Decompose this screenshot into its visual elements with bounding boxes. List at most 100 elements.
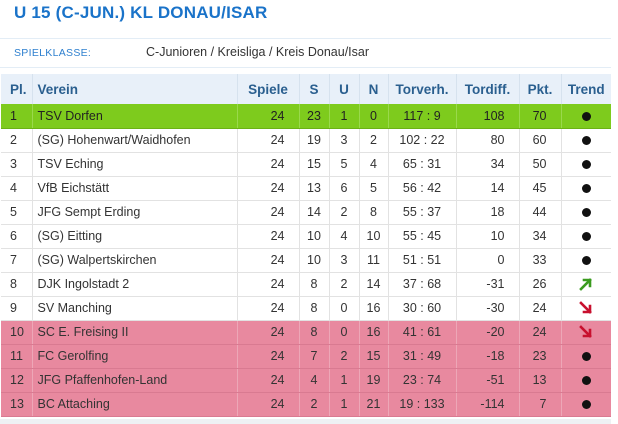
cell-tordiff: 10 — [456, 224, 520, 249]
table-row[interactable]: 4 VfB Eichstätt 24 13 6 5 56 : 42 14 45 — [1, 176, 611, 201]
header-pl[interactable]: Pl. — [1, 74, 33, 104]
cell-n: 0 — [359, 104, 389, 129]
trend-steady-icon — [581, 160, 591, 170]
cell-u: 1 — [329, 368, 360, 393]
cell-verein[interactable]: (SG) Eitting — [32, 224, 238, 249]
header-n[interactable]: N — [359, 74, 389, 104]
cell-torverh: 55 : 37 — [388, 200, 457, 225]
cell-n: 16 — [359, 320, 389, 345]
cell-tordiff: -114 — [456, 392, 520, 417]
cell-tordiff: -30 — [456, 296, 520, 321]
cell-pl: 1 — [1, 104, 33, 129]
cell-u: 3 — [329, 248, 360, 273]
cell-s: 23 — [299, 104, 330, 129]
table-row[interactable]: 7 (SG) Walpertskirchen 24 10 3 11 51 : 51 0 33 — [1, 248, 611, 273]
table-row[interactable]: 6 (SG) Eitting 24 10 4 10 55 : 45 10 34 — [1, 224, 611, 249]
cell-pkt: 70 — [519, 104, 562, 129]
cell-s: 13 — [299, 176, 330, 201]
trend-steady-icon — [581, 136, 591, 146]
cell-u: 0 — [329, 320, 360, 345]
cell-spiele: 24 — [237, 392, 300, 417]
cell-verein[interactable]: SV Manching — [32, 296, 238, 321]
cell-verein[interactable]: FC Gerolfing — [32, 344, 238, 369]
cell-torverh: 41 : 61 — [388, 320, 457, 345]
header-s[interactable]: S — [299, 74, 330, 104]
cell-s: 8 — [299, 272, 330, 297]
trend-down-icon — [579, 325, 593, 339]
cell-verein[interactable]: TSV Eching — [32, 152, 238, 177]
cell-trend — [561, 272, 611, 297]
header-spiele[interactable]: Spiele — [237, 74, 300, 104]
cell-s: 10 — [299, 248, 330, 273]
league-value: C-Junioren / Kreisliga / Kreis Donau/Isa… — [146, 45, 370, 59]
cell-n: 15 — [359, 344, 389, 369]
cell-s: 2 — [299, 392, 330, 417]
cell-s: 8 — [299, 296, 330, 321]
table-row[interactable]: 9 SV Manching 24 8 0 16 30 : 60 -30 24 — [1, 296, 611, 321]
cell-tordiff: 108 — [456, 104, 520, 129]
cell-verein[interactable]: DJK Ingolstadt 2 — [32, 272, 238, 297]
cell-u: 6 — [329, 176, 360, 201]
table-row[interactable]: 2 (SG) Hohenwart/Waidhofen 24 19 3 2 102 : 22 8… — [1, 128, 611, 153]
cell-n: 10 — [359, 224, 389, 249]
cell-tordiff: -18 — [456, 344, 520, 369]
cell-spiele: 24 — [237, 176, 300, 201]
trend-steady-icon — [581, 208, 591, 218]
cell-n: 19 — [359, 368, 389, 393]
cell-torverh: 117 : 9 — [388, 104, 457, 129]
cell-pkt: 24 — [519, 320, 562, 345]
cell-verein[interactable]: SC E. Freising II — [32, 320, 238, 345]
table-row[interactable]: 3 TSV Eching 24 15 5 4 65 : 31 34 50 — [1, 152, 611, 177]
cell-pl: 13 — [1, 392, 33, 417]
cell-tordiff: 80 — [456, 128, 520, 153]
cell-verein[interactable]: VfB Eichstätt — [32, 176, 238, 201]
header-trend[interactable]: Trend — [567, 81, 605, 97]
cell-verein[interactable]: (SG) Hohenwart/Waidhofen — [32, 128, 238, 153]
cell-verein[interactable]: JFG Pfaffenhofen-Land — [32, 368, 238, 393]
cell-spiele: 24 — [237, 248, 300, 273]
cell-n: 8 — [359, 200, 389, 225]
table-header-row: Pl. Verein Spiele S U N Torverh. Tordiff… — [1, 74, 611, 104]
table-row[interactable]: 11 FC Gerolfing 24 7 2 15 31 : 49 -18 23 — [1, 344, 611, 369]
cell-s: 7 — [299, 344, 330, 369]
cell-torverh: 65 : 31 — [388, 152, 457, 177]
header-u[interactable]: U — [329, 74, 360, 104]
cell-pl: 11 — [1, 344, 33, 369]
cell-tordiff: -51 — [456, 368, 520, 393]
cell-spiele: 24 — [237, 320, 300, 345]
trend-steady-icon — [581, 232, 591, 242]
cell-verein[interactable]: BC Attaching — [32, 392, 238, 417]
cell-verein[interactable]: JFG Sempt Erding — [32, 200, 238, 225]
table-row[interactable]: 13 BC Attaching 24 2 1 21 19 : 133 -114 7 — [1, 392, 611, 417]
table-row[interactable]: 1 TSV Dorfen 24 23 1 0 117 : 9 108 70 — [1, 104, 611, 129]
cell-spiele: 24 — [237, 104, 300, 129]
cell-u: 0 — [329, 296, 360, 321]
table-row[interactable]: 8 DJK Ingolstadt 2 24 8 2 14 37 : 68 -31 26 — [1, 272, 611, 297]
cell-tordiff: -31 — [456, 272, 520, 297]
trend-steady-icon — [581, 184, 591, 194]
cell-u: 2 — [329, 200, 360, 225]
cell-torverh: 30 : 60 — [388, 296, 457, 321]
header-torverh[interactable]: Torverh. — [388, 74, 457, 104]
cell-pkt: 26 — [519, 272, 562, 297]
header-verein[interactable]: Verein — [32, 74, 238, 104]
header-pkt[interactable]: Pkt. — [519, 74, 562, 104]
cell-torverh: 31 : 49 — [388, 344, 457, 369]
header-tordiff[interactable]: Tordiff. — [456, 74, 520, 104]
cell-torverh: 37 : 68 — [388, 272, 457, 297]
cell-pl: 9 — [1, 296, 33, 321]
cell-verein[interactable]: TSV Dorfen — [32, 104, 238, 129]
cell-n: 11 — [359, 248, 389, 273]
cell-verein[interactable]: (SG) Walpertskirchen — [32, 248, 238, 273]
cell-n: 14 — [359, 272, 389, 297]
table-row[interactable]: 10 SC E. Freising II 24 8 0 16 41 : 61 -20 24 — [1, 320, 611, 345]
cell-pl: 5 — [1, 200, 33, 225]
league-label: SPIELKLASSE: — [14, 47, 92, 59]
table-row[interactable]: 5 JFG Sempt Erding 24 14 2 8 55 : 37 18 44 — [1, 200, 611, 225]
cell-spiele: 24 — [237, 368, 300, 393]
cell-spiele: 24 — [237, 224, 300, 249]
cell-trend — [561, 248, 611, 273]
cell-pkt: 60 — [519, 128, 562, 153]
table-row[interactable]: 12 JFG Pfaffenhofen-Land 24 4 1 19 23 : 74 -51 1… — [1, 368, 611, 393]
cell-tordiff: 34 — [456, 152, 520, 177]
